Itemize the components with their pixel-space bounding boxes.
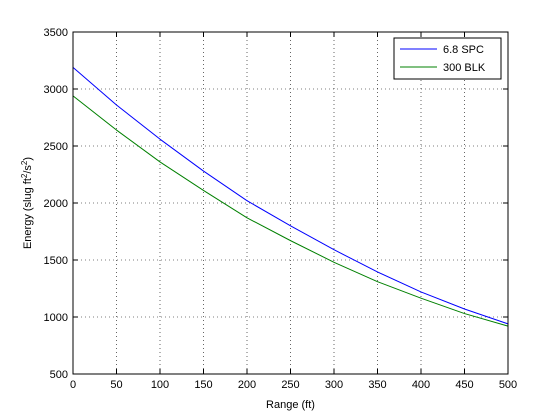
y-axis-label: Energy (slug ft2/s2) — [20, 157, 34, 249]
x-tick-label: 200 — [238, 379, 256, 391]
series-line-300-blk — [72, 95, 509, 327]
grid-lines — [73, 32, 508, 374]
plot-background — [73, 32, 508, 374]
y-tick-label: 1500 — [44, 255, 68, 267]
x-tick-label: 400 — [412, 379, 430, 391]
axis-ticks — [72, 31, 509, 375]
y-tick-label: 500 — [50, 369, 68, 381]
x-tick-label: 500 — [499, 379, 517, 391]
series-line-6-8-spc — [72, 66, 509, 325]
legend-label-6-8-spc: 6.8 SPC — [443, 44, 484, 56]
y-tick-label: 1000 — [44, 312, 68, 324]
y-tick-label: 3500 — [44, 27, 68, 39]
x-axis-label: Range (ft) — [266, 399, 315, 411]
y-tick-label: 2000 — [44, 198, 68, 210]
x-tick-label: 0 — [70, 379, 76, 391]
x-tick-label: 300 — [325, 379, 343, 391]
legend-label-300-blk: 300 BLK — [443, 62, 486, 74]
series-layer — [72, 66, 509, 327]
tick-labels: 0 50 100 150 200 250 300 350 400 450 500 500 1000 150… — [44, 27, 518, 391]
y-tick-label: 2500 — [44, 141, 68, 153]
legend: 6.8 SPC 300 BLK — [393, 37, 502, 80]
x-tick-label: 50 — [110, 379, 122, 391]
y-tick-label: 3000 — [44, 84, 68, 96]
x-tick-label: 150 — [194, 379, 212, 391]
x-tick-label: 250 — [281, 379, 299, 391]
legend-box — [393, 37, 502, 80]
x-tick-label: 450 — [455, 379, 473, 391]
x-tick-label: 350 — [368, 379, 386, 391]
x-tick-label: 100 — [151, 379, 169, 391]
